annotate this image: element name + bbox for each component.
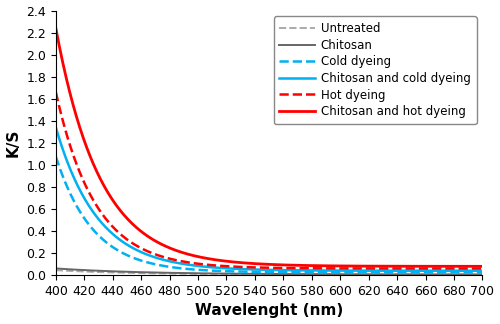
Cold dyeing: [346, 271, 352, 274]
Cold dyeing: [53, 155, 59, 158]
Chitosan and cold dyeing: [386, 269, 392, 273]
Chitosan and cold dyeing: [346, 269, 352, 272]
Chitosan: [346, 272, 352, 276]
Untreated: [386, 272, 392, 276]
Cold dyeing: [240, 270, 246, 273]
Chitosan and cold dyeing: [480, 269, 486, 273]
Chitosan and hot dyeing: [346, 264, 352, 268]
Cold dyeing: [386, 271, 392, 274]
Cold dyeing: [480, 271, 486, 274]
Untreated: [226, 272, 232, 276]
Hot dyeing: [346, 267, 352, 271]
Chitosan and hot dyeing: [226, 260, 232, 263]
Untreated: [96, 270, 102, 274]
Line: Cold dyeing: Cold dyeing: [56, 156, 482, 272]
Chitosan and hot dyeing: [393, 264, 399, 268]
Hot dyeing: [96, 208, 102, 212]
Legend: Untreated, Chitosan, Cold dyeing, Chitosan and cold dyeing, Hot dyeing, Chitosan: Untreated, Chitosan, Cold dyeing, Chitos…: [274, 17, 476, 124]
Untreated: [480, 273, 486, 277]
Chitosan and cold dyeing: [53, 125, 59, 129]
Line: Chitosan: Chitosan: [56, 269, 482, 274]
Chitosan: [53, 267, 59, 271]
Chitosan: [96, 269, 102, 273]
Hot dyeing: [53, 90, 59, 94]
Chitosan: [240, 272, 246, 276]
Line: Chitosan and hot dyeing: Chitosan and hot dyeing: [56, 28, 482, 266]
Chitosan and cold dyeing: [226, 267, 232, 271]
Hot dyeing: [393, 267, 399, 271]
Chitosan and hot dyeing: [96, 175, 102, 179]
Line: Hot dyeing: Hot dyeing: [56, 92, 482, 269]
Untreated: [240, 272, 246, 276]
Hot dyeing: [386, 267, 392, 271]
Line: Untreated: Untreated: [56, 270, 482, 275]
Chitosan: [480, 272, 486, 276]
Cold dyeing: [96, 234, 102, 238]
Chitosan and cold dyeing: [393, 269, 399, 273]
Chitosan and hot dyeing: [386, 264, 392, 268]
Hot dyeing: [480, 267, 486, 271]
Chitosan and cold dyeing: [240, 267, 246, 271]
Untreated: [53, 268, 59, 272]
Chitosan: [393, 272, 399, 276]
Hot dyeing: [226, 264, 232, 268]
Untreated: [393, 272, 399, 276]
Untreated: [346, 272, 352, 276]
Chitosan: [226, 272, 232, 276]
Hot dyeing: [240, 265, 246, 269]
Chitosan and hot dyeing: [480, 264, 486, 268]
Y-axis label: K/S: K/S: [6, 129, 20, 157]
Cold dyeing: [226, 269, 232, 273]
Chitosan and hot dyeing: [240, 261, 246, 265]
Chitosan and cold dyeing: [96, 218, 102, 222]
Cold dyeing: [393, 271, 399, 274]
Chitosan and hot dyeing: [53, 26, 59, 30]
Line: Chitosan and cold dyeing: Chitosan and cold dyeing: [56, 127, 482, 271]
X-axis label: Wavelenght (nm): Wavelenght (nm): [195, 304, 344, 318]
Chitosan: [386, 272, 392, 276]
